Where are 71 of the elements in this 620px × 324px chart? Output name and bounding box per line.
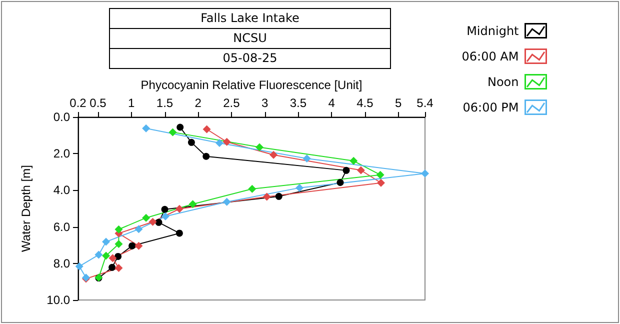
legend-label: 06:00 AM (462, 49, 519, 64)
point (262, 192, 271, 201)
point (248, 184, 256, 193)
point (114, 225, 123, 234)
point (202, 125, 211, 134)
point (161, 212, 170, 220)
legend-label: 06:00 PM (462, 100, 519, 114)
legend-label: Midnight (466, 24, 520, 38)
legend-label: Noon (487, 74, 519, 89)
point (142, 124, 150, 132)
chart-title: Falls Lake Intake (110, 9, 390, 29)
x-tick-label: 0.2 (70, 96, 87, 110)
point (202, 152, 210, 160)
point (134, 225, 143, 234)
point (342, 166, 350, 174)
y-tick-label: 2.0 (53, 146, 70, 161)
x-tick-label: 2 (194, 96, 202, 110)
point (188, 200, 197, 208)
point (222, 198, 231, 206)
y-tick-label: 0.0 (53, 110, 70, 124)
point (148, 218, 157, 226)
y-axis-title: Water Depth [m] (19, 165, 33, 252)
x-tick-label: 3 (262, 96, 268, 110)
point (296, 184, 304, 192)
x-axis-title: Phycocyanin Relative Fluorescence [Unit] (140, 78, 362, 92)
point (421, 170, 429, 178)
point (175, 204, 184, 213)
x-tick-label: 1 (128, 96, 136, 110)
point (275, 192, 282, 200)
point (108, 254, 117, 262)
y-tick-label: 10.0 (46, 293, 70, 307)
point (336, 179, 344, 186)
point (215, 138, 224, 147)
x-tick-label: 4.5 (356, 96, 374, 110)
point (114, 264, 123, 272)
point (356, 166, 365, 174)
point (350, 156, 358, 165)
point (128, 242, 136, 250)
point (102, 252, 110, 260)
x-tick-label: 2.5 (223, 96, 240, 110)
point (376, 170, 384, 179)
point (302, 154, 311, 163)
y-tick-label: 4.0 (53, 183, 70, 198)
point (176, 230, 183, 237)
point (188, 138, 195, 146)
point (134, 242, 143, 250)
point (161, 206, 168, 213)
point (168, 128, 177, 136)
y-tick-label: 6.0 (53, 220, 70, 234)
y-tick-label: 8.0 (53, 256, 70, 270)
point (142, 214, 150, 222)
point (270, 150, 278, 159)
text: 05-08-25 (110, 49, 390, 69)
point (256, 143, 264, 152)
point (155, 218, 162, 226)
x-tick-label: 4 (328, 96, 336, 110)
point (108, 264, 116, 271)
x-tick-label: 0.5 (90, 96, 107, 110)
point (222, 138, 231, 146)
point (94, 250, 103, 259)
x-tick-label: 1.5 (156, 96, 174, 110)
x-tick-label: 3.5 (290, 96, 307, 110)
point (75, 262, 84, 270)
point (176, 124, 184, 131)
x-tick-label: 5.4 (416, 96, 434, 110)
point (102, 238, 110, 246)
point (376, 178, 385, 187)
chart-subtitle: NCSU (110, 29, 390, 49)
point (114, 252, 122, 260)
point (114, 240, 123, 248)
x-tick-label: 5 (394, 96, 402, 110)
